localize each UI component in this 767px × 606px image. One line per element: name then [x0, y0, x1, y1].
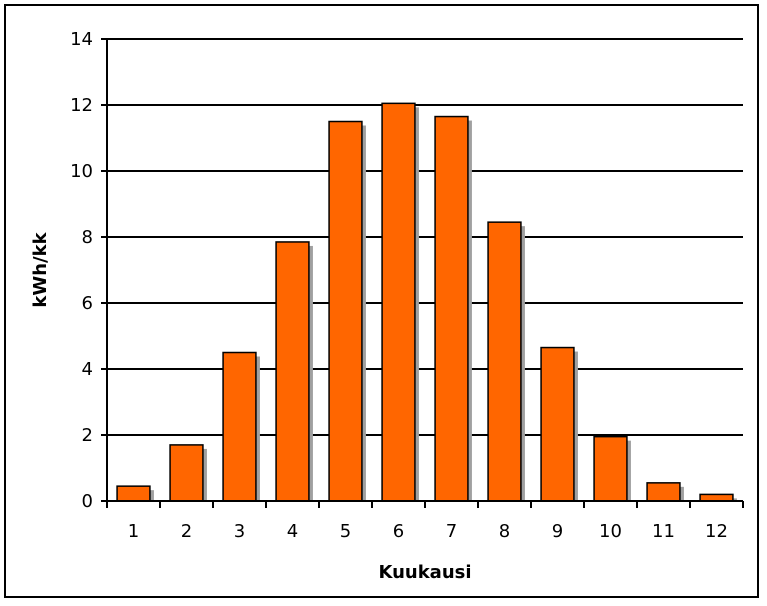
y-tick-label: 4 — [82, 359, 93, 380]
bar-month-7 — [434, 115, 469, 502]
gridlines — [107, 38, 743, 436]
axes — [101, 38, 744, 508]
x-tick-label: 6 — [393, 521, 404, 542]
y-tick-label: 12 — [70, 95, 93, 116]
bar-month-6 — [381, 102, 416, 502]
bar-month-3 — [222, 351, 257, 502]
x-tick-label: 2 — [181, 521, 192, 542]
y-tick-label: 2 — [82, 425, 93, 446]
x-tick-label: 9 — [552, 521, 563, 542]
bar-month-5 — [328, 120, 363, 502]
x-axis-title: Kuukausi — [378, 562, 471, 583]
x-tick-label: 7 — [446, 521, 457, 542]
y-tick-label: 0 — [82, 491, 93, 512]
x-tick-label: 10 — [599, 521, 622, 542]
bar-month-4 — [275, 241, 310, 502]
x-tick-label: 11 — [652, 521, 675, 542]
y-tick-label: 6 — [82, 293, 93, 314]
x-tick-label: 1 — [128, 521, 139, 542]
y-tick-label: 8 — [82, 227, 93, 248]
bar-month-1 — [116, 485, 151, 502]
bar-month-2 — [169, 444, 204, 502]
bar-month-11 — [646, 482, 681, 502]
x-tick-label: 5 — [340, 521, 351, 542]
y-axis-title: kWh/kk — [30, 231, 51, 307]
y-tick-label: 14 — [70, 29, 93, 50]
y-tick-label: 10 — [70, 161, 93, 182]
x-tick-label: 12 — [705, 521, 728, 542]
x-tick-label: 3 — [234, 521, 245, 542]
x-tick-label: 8 — [499, 521, 510, 542]
bar-month-10 — [593, 435, 628, 502]
bar-month-8 — [487, 221, 522, 502]
bars — [116, 102, 737, 502]
bar-month-9 — [540, 346, 575, 502]
x-tick-labels: 1 2 3 4 5 6 7 8 9 10 11 12 — [128, 521, 728, 542]
x-tick-label: 4 — [287, 521, 298, 542]
y-tick-labels: 0 2 4 6 8 10 12 14 — [70, 29, 93, 512]
